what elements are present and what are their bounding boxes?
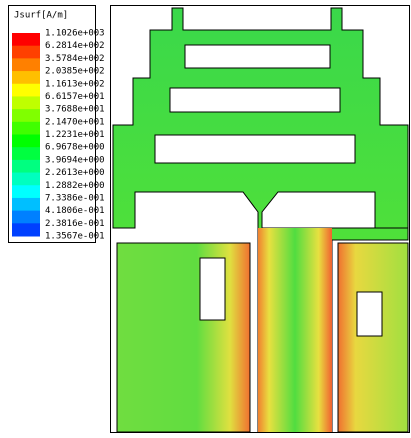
- legend-swatch: [12, 58, 40, 71]
- slot: [185, 45, 330, 68]
- legend-swatch: [12, 135, 40, 148]
- legend-label: 3.5784e+002: [45, 54, 105, 64]
- legend-label: 2.1470e+001: [45, 117, 105, 127]
- legend-label: 1.3567e-001: [45, 232, 105, 242]
- legend-label: 2.2613e+000: [45, 168, 105, 178]
- legend-label: 6.9678e+000: [45, 143, 105, 153]
- legend-label: 1.1613e+002: [45, 79, 105, 89]
- legend-swatch: [12, 173, 40, 186]
- legend-swatch: [12, 122, 40, 135]
- legend-swatch: [12, 33, 40, 46]
- legend-label: 7.3386e-001: [45, 193, 105, 203]
- field-plot-view: Jsurf[A/m] 1.1026e+003 6.2814e+002 3.5784e…: [0, 0, 411, 434]
- slot: [170, 88, 340, 112]
- legend-swatch: [12, 84, 40, 97]
- legend-label: 3.7688e+001: [45, 105, 105, 115]
- legend-swatch: [12, 46, 40, 59]
- right-block: [338, 243, 408, 432]
- slot: [357, 292, 382, 336]
- legend-label: 1.2231e+001: [45, 130, 105, 140]
- legend-label: 1.1026e+003: [45, 29, 105, 39]
- legend-label: 1.2882e+000: [45, 181, 105, 191]
- slot: [200, 258, 225, 320]
- stem: [258, 228, 332, 432]
- legend-label: 3.9694e+000: [45, 155, 105, 165]
- legend-swatch: [12, 223, 40, 236]
- slot: [155, 135, 355, 163]
- legend-label: 6.6157e+001: [45, 92, 105, 102]
- legend-swatch: [12, 96, 40, 109]
- left-block: [117, 243, 250, 432]
- legend-label: 6.2814e+002: [45, 41, 105, 51]
- legend-title: Jsurf[A/m]: [14, 11, 68, 21]
- legend-swatch: [12, 71, 40, 84]
- legend-swatch: [12, 198, 40, 211]
- legend-label: 2.3816e-001: [45, 219, 105, 229]
- legend-label: 2.0385e+002: [45, 67, 105, 77]
- legend-swatch: [12, 147, 40, 160]
- legend-label: 4.1806e-001: [45, 206, 105, 216]
- legend-swatch: [12, 185, 40, 198]
- legend-swatch: [12, 109, 40, 122]
- legend-swatch: [12, 160, 40, 173]
- legend-swatch: [12, 211, 40, 224]
